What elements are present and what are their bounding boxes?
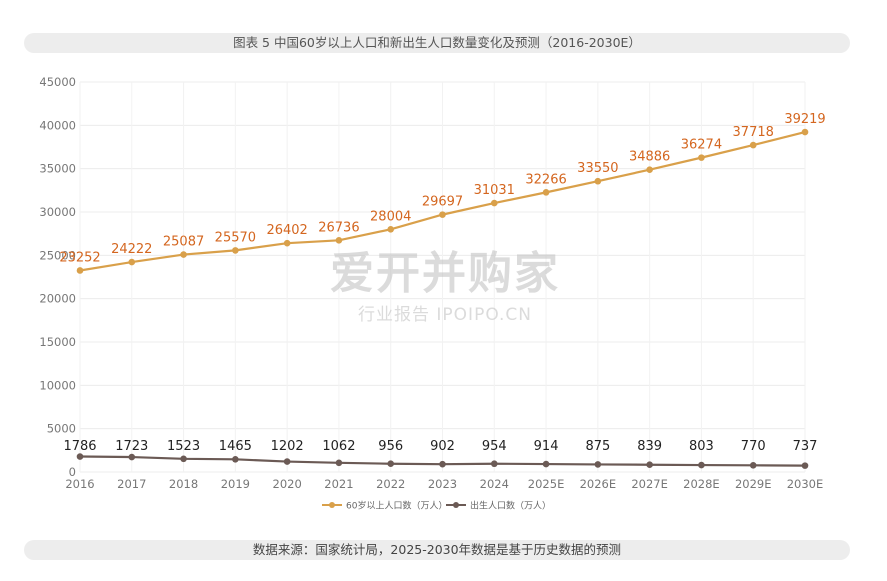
y-tick-label: 35000 <box>39 162 76 176</box>
data-label: 1465 <box>219 439 252 454</box>
y-tick-label: 5000 <box>47 422 76 436</box>
data-label: 914 <box>534 439 559 454</box>
y-tick-label: 25000 <box>39 248 76 262</box>
legend-label: 出生人口数（万人） <box>470 500 551 512</box>
data-point <box>490 460 498 468</box>
data-point <box>594 461 602 468</box>
x-tick-label: 2026E <box>580 477 617 491</box>
data-label: 770 <box>741 439 766 454</box>
data-point <box>232 456 239 463</box>
y-tick-label: 30000 <box>39 205 76 219</box>
data-label: 25570 <box>215 230 256 245</box>
legend-label: 60岁以上人口数（万人） <box>346 500 447 512</box>
data-label: 875 <box>585 439 610 454</box>
x-tick-label: 2023 <box>428 477 457 491</box>
data-point <box>180 455 187 463</box>
data-point <box>801 462 809 469</box>
data-point <box>594 177 602 185</box>
data-label: 34886 <box>629 150 670 165</box>
data-label: 25087 <box>163 235 204 250</box>
y-tick-label: 40000 <box>39 118 76 132</box>
data-label: 26402 <box>266 223 307 238</box>
data-point <box>387 225 395 233</box>
data-label: 37718 <box>733 125 774 140</box>
chart-title: 图表 5 中国60岁以上人口和新出生人口数量变化及预测（2016-2030E） <box>24 33 850 53</box>
data-point <box>542 189 550 196</box>
data-label: 29697 <box>422 195 463 210</box>
data-label: 956 <box>378 439 403 454</box>
x-tick-label: 2028E <box>683 477 720 491</box>
data-point <box>283 458 291 465</box>
data-label: 26736 <box>318 220 359 235</box>
data-point <box>439 211 446 218</box>
data-label: 1723 <box>115 439 148 454</box>
data-label: 24222 <box>111 242 152 257</box>
data-point <box>283 239 291 247</box>
x-tick-label: 2019 <box>221 477 250 491</box>
data-source: 数据来源：国家统计局，2025-2030年数据是基于历史数据的预测 <box>24 540 850 560</box>
data-label: 839 <box>637 439 662 454</box>
data-point <box>490 199 498 207</box>
data-point <box>335 236 343 244</box>
data-point <box>180 251 187 258</box>
data-label: 1062 <box>322 439 355 454</box>
data-point <box>646 166 653 173</box>
data-label: 32266 <box>525 172 566 187</box>
data-label: 737 <box>793 439 818 454</box>
data-point <box>698 461 705 469</box>
x-tick-label: 2029E <box>735 477 772 491</box>
data-point <box>542 460 550 468</box>
data-point <box>232 247 239 254</box>
y-tick-label: 20000 <box>39 292 76 306</box>
data-label: 28004 <box>370 209 411 224</box>
data-point <box>387 460 395 468</box>
x-tick-label: 2025E <box>528 477 565 491</box>
x-tick-label: 2030E <box>787 477 824 491</box>
data-label: 31031 <box>474 183 515 198</box>
data-point <box>335 459 343 467</box>
y-tick-label: 10000 <box>39 378 76 392</box>
legend-marker <box>453 502 459 508</box>
x-tick-label: 2024 <box>480 477 509 491</box>
data-label: 23252 <box>59 250 100 265</box>
x-tick-label: 2018 <box>169 477 198 491</box>
data-label: 1786 <box>63 439 96 454</box>
data-point <box>128 453 136 461</box>
data-point <box>128 258 136 266</box>
x-tick-label: 2021 <box>324 477 353 491</box>
y-tick-label: 0 <box>69 465 76 479</box>
data-point <box>439 460 446 468</box>
x-tick-label: 2017 <box>117 477 146 491</box>
data-label: 1202 <box>271 439 304 454</box>
data-point <box>749 141 757 149</box>
data-label: 36274 <box>681 138 722 153</box>
x-tick-label: 2016 <box>65 477 94 491</box>
x-tick-label: 2020 <box>273 477 302 491</box>
data-label: 33550 <box>577 161 618 176</box>
y-tick-label: 15000 <box>39 335 76 349</box>
x-tick-label: 2022 <box>376 477 405 491</box>
data-label: 902 <box>430 439 455 454</box>
y-tick-label: 45000 <box>39 75 76 89</box>
data-point <box>76 453 84 460</box>
data-point <box>646 461 653 469</box>
data-point <box>801 128 809 136</box>
legend-marker <box>329 502 335 508</box>
data-label: 39219 <box>784 112 825 127</box>
data-label: 1523 <box>167 439 200 454</box>
data-point <box>76 267 84 274</box>
data-label: 803 <box>689 439 714 454</box>
data-label: 954 <box>482 439 507 454</box>
data-point <box>749 462 757 469</box>
data-point <box>698 154 705 161</box>
x-tick-label: 2027E <box>631 477 668 491</box>
